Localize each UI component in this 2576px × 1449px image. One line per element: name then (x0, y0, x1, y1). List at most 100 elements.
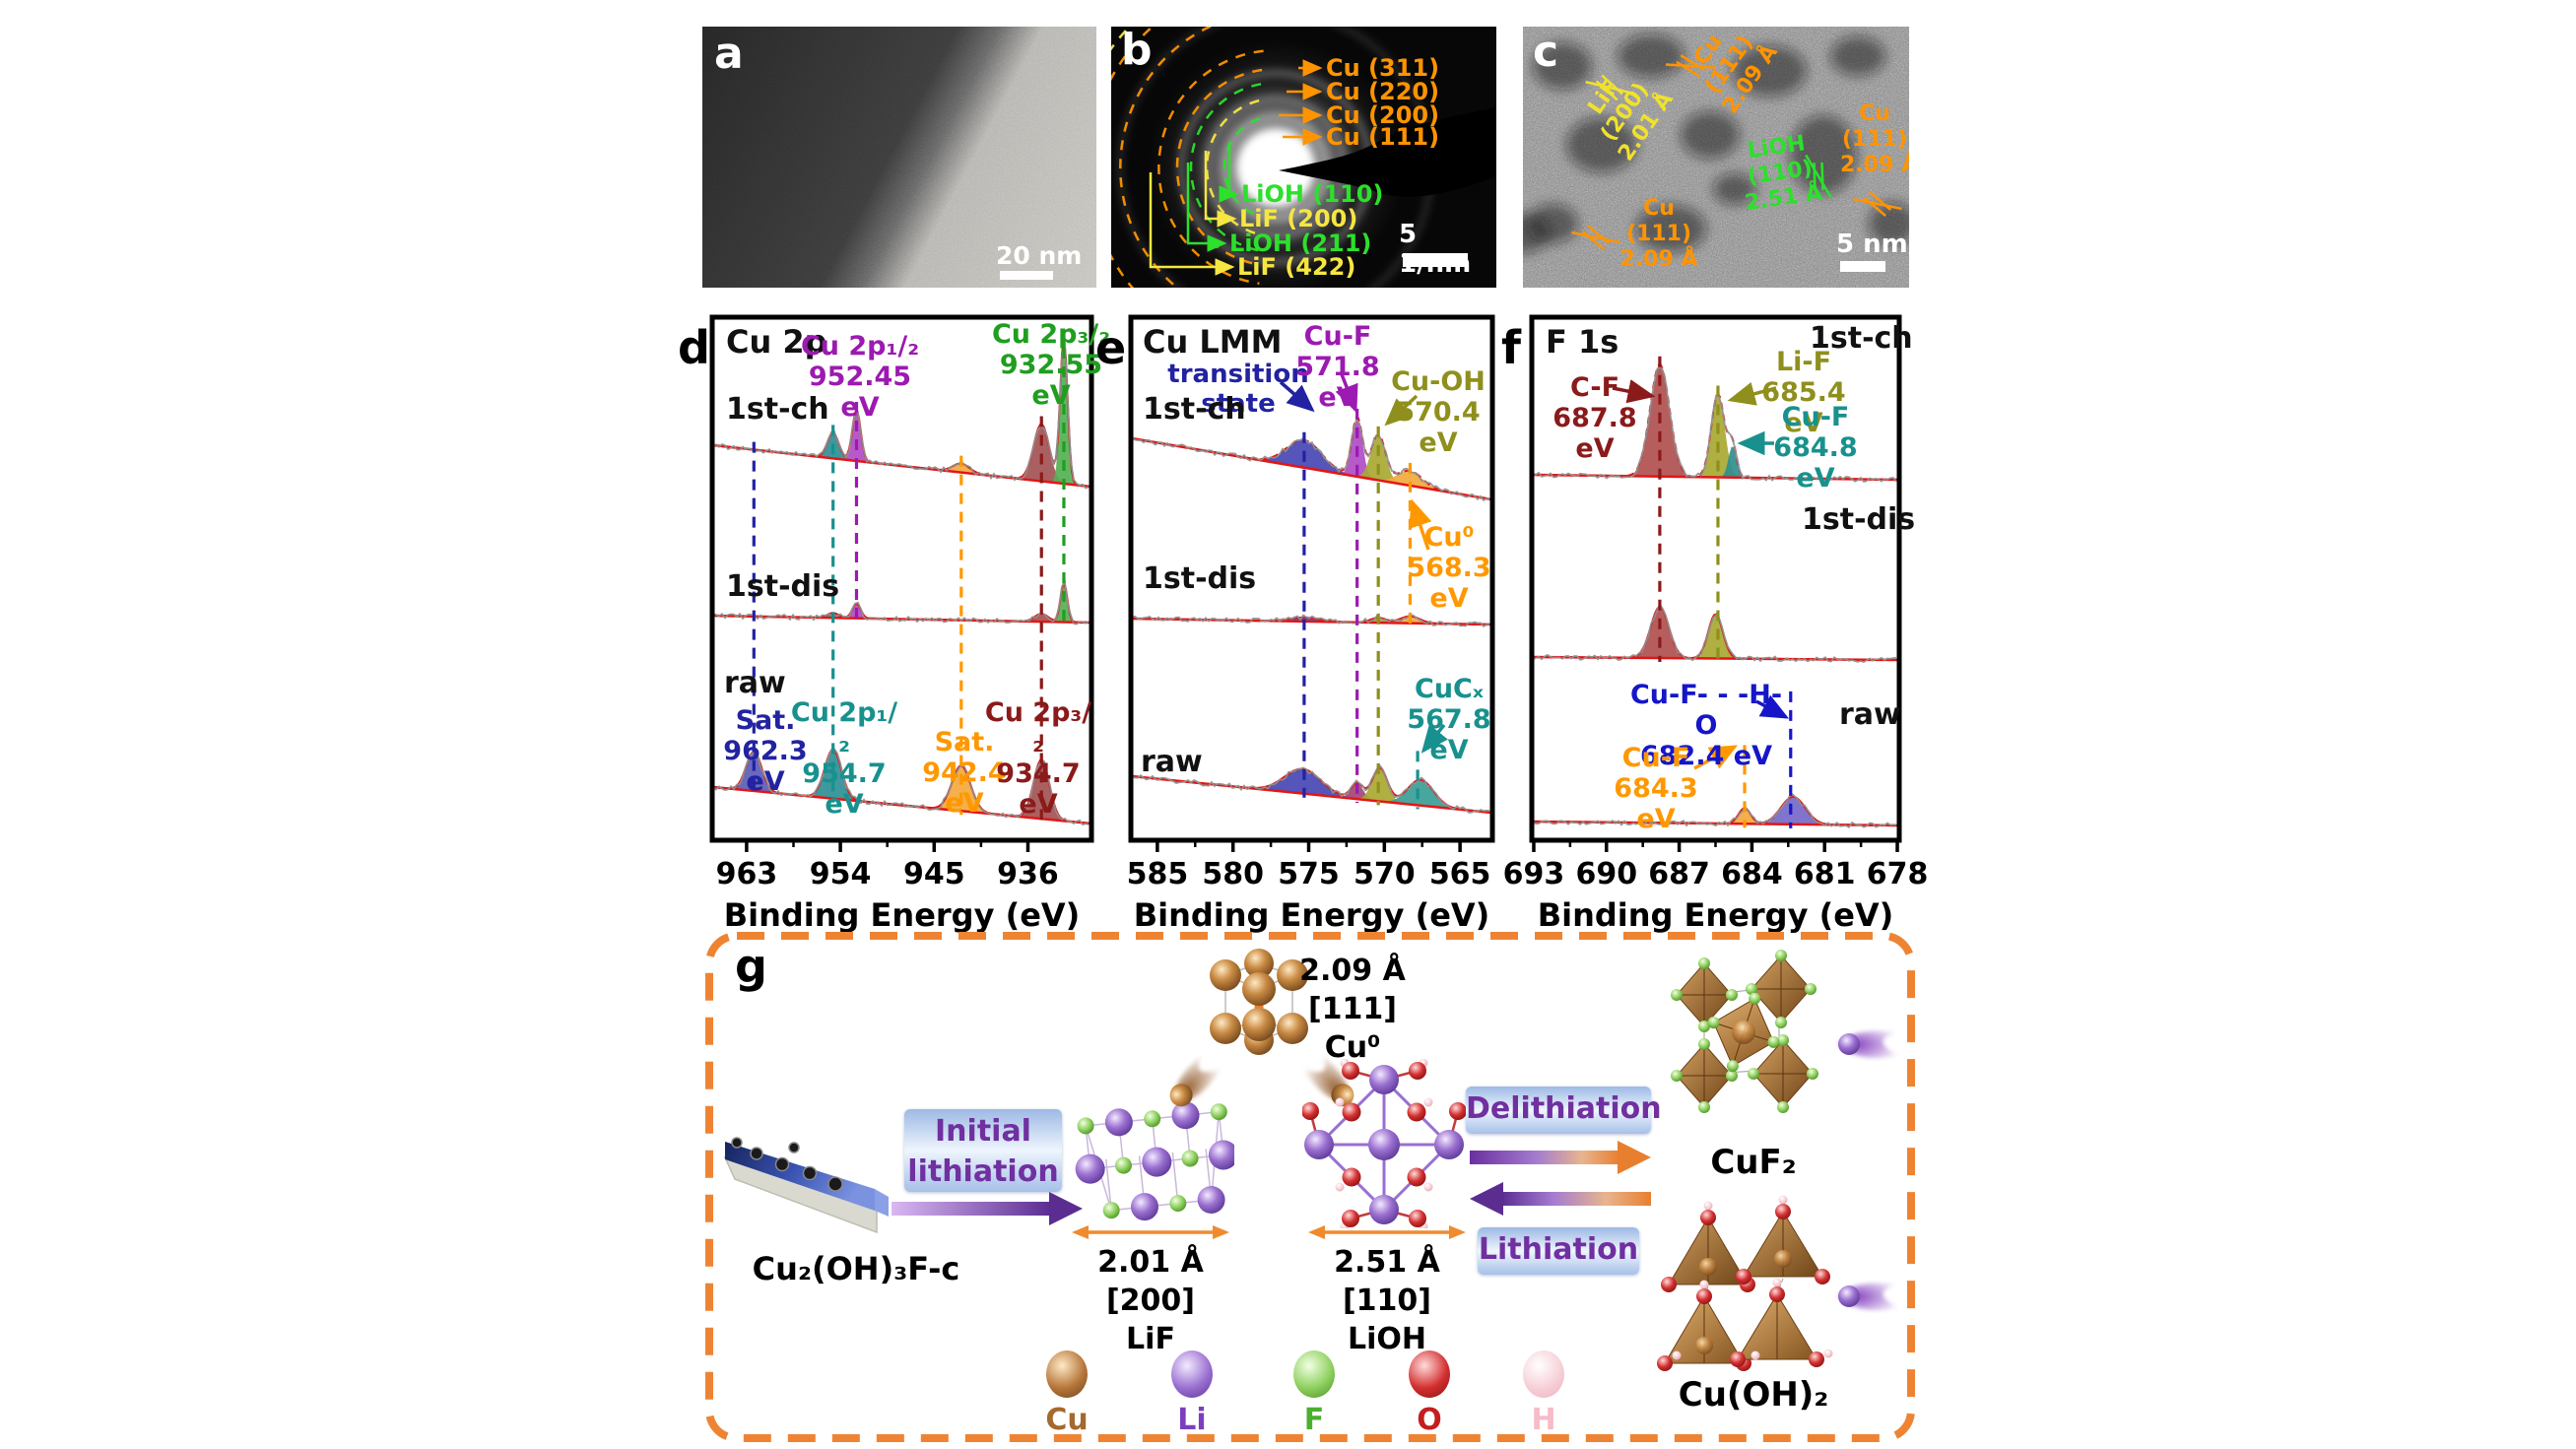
lif-spacing-arrow (1072, 1225, 1229, 1239)
legend-label-f: F (1303, 1403, 1325, 1437)
peak-label-sat-942: Sat. 942.4 eV (922, 727, 1007, 820)
panel-label-b: b (1121, 27, 1153, 75)
svg-text:690: 690 (1575, 857, 1637, 891)
hrtem-noise-texture (1523, 27, 1909, 288)
legend-label-o: O (1417, 1403, 1442, 1437)
legend-sphere-li (1171, 1350, 1213, 1398)
f1s-spectra-chart: 693 690 687 684 681 678 (1503, 314, 1928, 891)
legend-sphere-f (1293, 1350, 1335, 1398)
ring-leader-lines (1149, 59, 1323, 276)
peak-label-cu2p12-charged: Cu 2p₁/₂ 952.45 eV (800, 331, 920, 424)
legend-label-cu: Cu (1045, 1403, 1089, 1437)
peak-label-cf-687: C-F 687.8 eV (1552, 372, 1637, 465)
peak-label-cu2p32-charged: Cu 2p₃/₂ 932.55 eV (991, 319, 1111, 412)
scale-bar-b (1403, 253, 1468, 267)
saed-rings-svg (1111, 27, 1496, 288)
legend-label-h: H (1531, 1403, 1556, 1437)
xps-panel-f1s: 693 690 687 684 681 678 F 1s 1st-ch C-F 687.8 … (1503, 314, 1946, 967)
cu-cluster-structure (1210, 949, 1308, 1055)
cuoh2-label: Cu(OH)₂ (1678, 1375, 1829, 1415)
lithiation-arrow (1470, 1182, 1651, 1216)
x-axis-label-e: Binding Energy (eV) (1133, 896, 1490, 934)
xps-panel-cu2p: 963 954 945 936 Cu 2p Cu 2p₁/₂ 952.45 eV Cu … (709, 314, 1126, 967)
plot-title-cu2p: Cu 2p (726, 323, 827, 361)
x-axis-label-d: Binding Energy (eV) (723, 896, 1081, 934)
peak-label-sat-962: Sat. 962.3 eV (723, 705, 808, 798)
scale-bar-c (1840, 261, 1885, 272)
cu2p-spectra-chart: 963 954 945 936 (709, 314, 1094, 891)
cuf2-label: CuF₂ (1710, 1143, 1797, 1182)
peak-label-cuf-684-3: Cu-F 684.3 eV (1614, 743, 1698, 835)
svg-text:580: 580 (1202, 857, 1264, 891)
peak-label-cu2p12-raw: Cu 2p₁/₂ 954.7 eV (790, 697, 898, 821)
ring-label-lioh110: LiOH (110) (1241, 180, 1384, 208)
panel-label-g: g (735, 940, 767, 993)
peak-label-transition-state: transition state (1167, 360, 1309, 419)
lioh-spacing-arrow (1308, 1225, 1466, 1239)
ring-label-cu311: Cu (311) (1326, 54, 1440, 82)
initial-lithiation-arrow (892, 1192, 1083, 1225)
cu-migration-comets (1169, 1054, 1354, 1107)
cuf2-octahedra (1671, 950, 1818, 1113)
adsorbed-particles (731, 1137, 843, 1192)
svg-text:570: 570 (1354, 857, 1416, 891)
peak-label-cu0-568: Cu⁰ 568.3 eV (1407, 522, 1491, 615)
ring-label-lioh211: LiOH (211) (1229, 230, 1372, 257)
lattice-label-cu111-right: Cu(111)2.09 Å (1840, 101, 1909, 177)
cuoh2-tetrahedra (1657, 1195, 1833, 1371)
lioh-crystal-structure (1302, 1059, 1466, 1228)
legend-label-li: Li (1177, 1403, 1207, 1437)
svg-text:954: 954 (810, 857, 872, 891)
svg-text:684: 684 (1721, 857, 1783, 891)
precursor-formula: Cu₂(OH)₃F-c (752, 1250, 960, 1287)
row-label-1st-dis-f: 1st-dis (1802, 502, 1916, 537)
li-ion-comet-bottom (1838, 1283, 1899, 1311)
cuoh2-crystal-structure (1657, 1195, 1833, 1371)
svg-text:936: 936 (997, 857, 1059, 891)
tem-image-panel-a: a 20 nm (702, 27, 1096, 288)
nanobelt-graphic (723, 1137, 889, 1234)
svg-text:693: 693 (1503, 857, 1565, 891)
scale-bar-text-c: 5 nm (1836, 230, 1908, 259)
plot-title-f1s: F 1s (1546, 323, 1619, 361)
svg-text:678: 678 (1867, 857, 1929, 891)
lattice-label-cu111-bottom: Cu (111) 2.09 Å (1619, 196, 1698, 272)
panel-label-f: f (1501, 321, 1522, 374)
peak-label-cuf-571: Cu-F 571.8 eV (1295, 321, 1380, 414)
lattice-label-lioh110: LiOH (110) 2.51 Å (1743, 131, 1824, 217)
peak-label-cuoh-570: Cu-OH 570.4 eV (1391, 366, 1486, 459)
plot-title-culmm: Cu LMM (1143, 323, 1283, 361)
panel-label-e: e (1095, 321, 1127, 374)
peak-label-cu2p32-raw: Cu 2p₃/₂ 934.7 eV (984, 697, 1092, 821)
legend-sphere-o (1409, 1350, 1450, 1398)
legend-sphere-h (1523, 1350, 1564, 1398)
culmm-spectra-chart: 585 580 575 570 565 (1127, 314, 1495, 891)
peak-label-cufho-682: Cu-F- - -H-O 682.4 eV (1629, 680, 1783, 772)
row-label-1st-dis-d: 1st-dis (726, 569, 840, 604)
row-label-raw-d: raw (724, 666, 786, 700)
beam-stopper (1279, 107, 1496, 197)
svg-text:687: 687 (1648, 857, 1710, 891)
lattice-spacing-marks (1571, 54, 1902, 251)
delithiation-box: Delithiation (1466, 1087, 1662, 1134)
panel-label-d: d (678, 321, 710, 374)
initial-lithiation-box: Initial lithiation (904, 1109, 1062, 1192)
panel-label-a: a (714, 29, 744, 79)
peak-label-cuf-684-8: Cu-F 684.8 eV (1773, 402, 1858, 494)
peak-label-cucx-567: CuCₓ 567.8 eV (1407, 674, 1491, 766)
svg-text:585: 585 (1127, 857, 1189, 891)
ring-label-cu200: Cu (200) (1326, 101, 1440, 129)
scale-bar-text-a: 20 nm (996, 241, 1083, 270)
lif-spacing-label: 2.01 Å [200] LiF (1097, 1245, 1204, 1356)
xps-panel-culmm: 585 580 575 570 565 Cu LMM transition state … (1127, 314, 1545, 967)
ring-label-lif200: LiF (200) (1239, 205, 1358, 232)
hrtem-image-panel-c: c Cu (111) 2.09 Å LiF (200) 2.01 Å Cu (111) 2.… (1523, 27, 1909, 288)
li-ion-comet-top (1838, 1030, 1899, 1059)
ring-label-lif422: LiF (422) (1237, 253, 1356, 281)
panel-label-c: c (1533, 27, 1559, 77)
svg-text:963: 963 (716, 857, 778, 891)
lioh-spacing-label: 2.51 Å [110] LiOH (1334, 1245, 1440, 1356)
cu0-spacing-label: 2.09 Å [111] Cu⁰ (1299, 954, 1406, 1065)
scale-bar-text-b: 5 1/nm (1399, 220, 1471, 279)
